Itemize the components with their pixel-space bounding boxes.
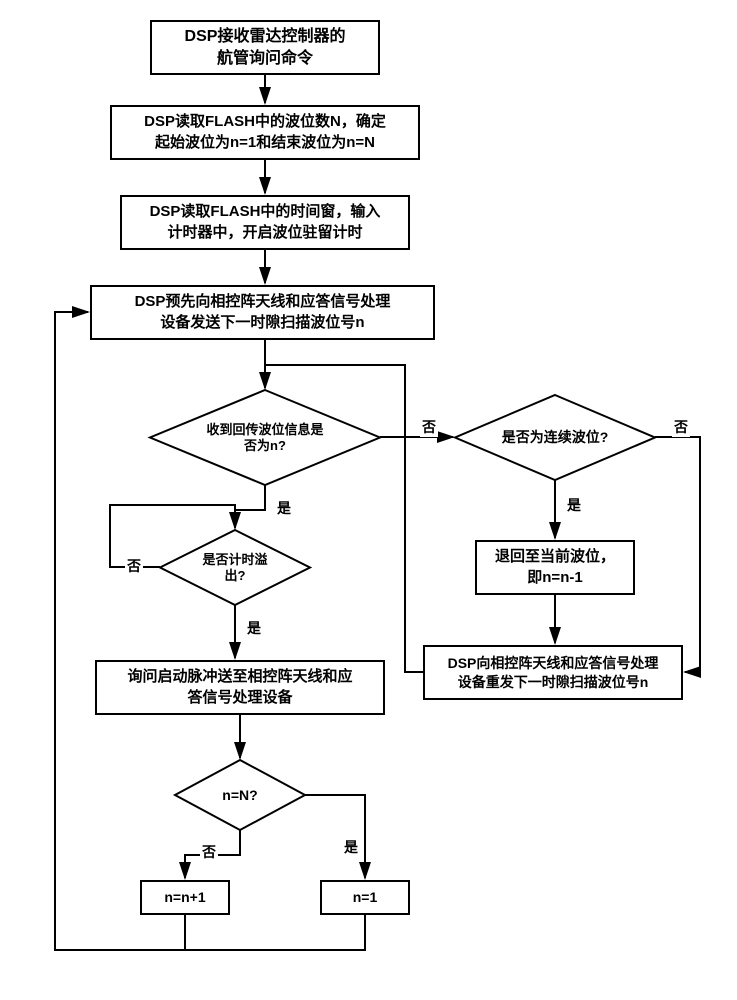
node-n6-text: n=n+1 <box>164 888 205 907</box>
node-n4: DSP预先向相控阵天线和应答信号处理设备发送下一时隙扫描波位号n <box>90 285 435 340</box>
node-n9-text: DSP向相控阵天线和应答信号处理设备重发下一时隙扫描波位号n <box>448 654 659 692</box>
label-d2-no: 否 <box>125 556 143 576</box>
flowchart-canvas: DSP接收雷达控制器的航管询问命令 DSP读取FLASH中的波位数N，确定起始波… <box>0 0 737 1000</box>
node-d4: 是否为连续波位? <box>455 395 655 480</box>
label-d1-no: 否 <box>420 417 438 437</box>
node-n5: 询问启动脉冲送至相控阵天线和应答信号处理设备 <box>95 660 385 715</box>
node-d3: n=N? <box>175 760 305 830</box>
node-n1: DSP接收雷达控制器的航管询问命令 <box>150 20 380 75</box>
node-d2-text: 是否计时溢出? <box>202 552 267 583</box>
node-n4-text: DSP预先向相控阵天线和应答信号处理设备发送下一时隙扫描波位号n <box>135 292 391 333</box>
node-n7-text: n=1 <box>353 888 378 907</box>
node-n8: 退回至当前波位，即n=n-1 <box>475 540 635 595</box>
node-n3: DSP读取FLASH中的时间窗，输入计时器中，开启波位驻留计时 <box>120 195 410 250</box>
node-n9: DSP向相控阵天线和应答信号处理设备重发下一时隙扫描波位号n <box>423 645 683 700</box>
node-n3-text: DSP读取FLASH中的时间窗，输入计时器中，开启波位驻留计时 <box>150 202 381 243</box>
label-d1-yes: 是 <box>275 498 293 518</box>
node-n6: n=n+1 <box>140 880 230 915</box>
label-d3-no: 否 <box>200 842 218 862</box>
label-d4-yes: 是 <box>565 495 583 515</box>
node-d3-text: n=N? <box>222 787 257 804</box>
node-n5-text: 询问启动脉冲送至相控阵天线和应答信号处理设备 <box>127 667 352 708</box>
node-d1: 收到回传波位信息是否为n? <box>150 390 380 485</box>
node-n7: n=1 <box>320 880 410 915</box>
node-d4-text: 是否为连续波位? <box>502 429 609 446</box>
label-d2-yes: 是 <box>245 618 263 638</box>
node-n1-text: DSP接收雷达控制器的航管询问命令 <box>185 26 346 69</box>
node-d2: 是否计时溢出? <box>160 530 310 605</box>
node-n2-text: DSP读取FLASH中的波位数N，确定起始波位为n=1和结束波位为n=N <box>144 112 386 153</box>
label-d3-yes: 是 <box>342 837 360 857</box>
node-d1-text: 收到回传波位信息是否为n? <box>206 422 323 453</box>
node-n8-text: 退回至当前波位，即n=n-1 <box>495 547 615 588</box>
node-n2: DSP读取FLASH中的波位数N，确定起始波位为n=1和结束波位为n=N <box>110 105 420 160</box>
label-d4-no: 否 <box>672 417 690 437</box>
